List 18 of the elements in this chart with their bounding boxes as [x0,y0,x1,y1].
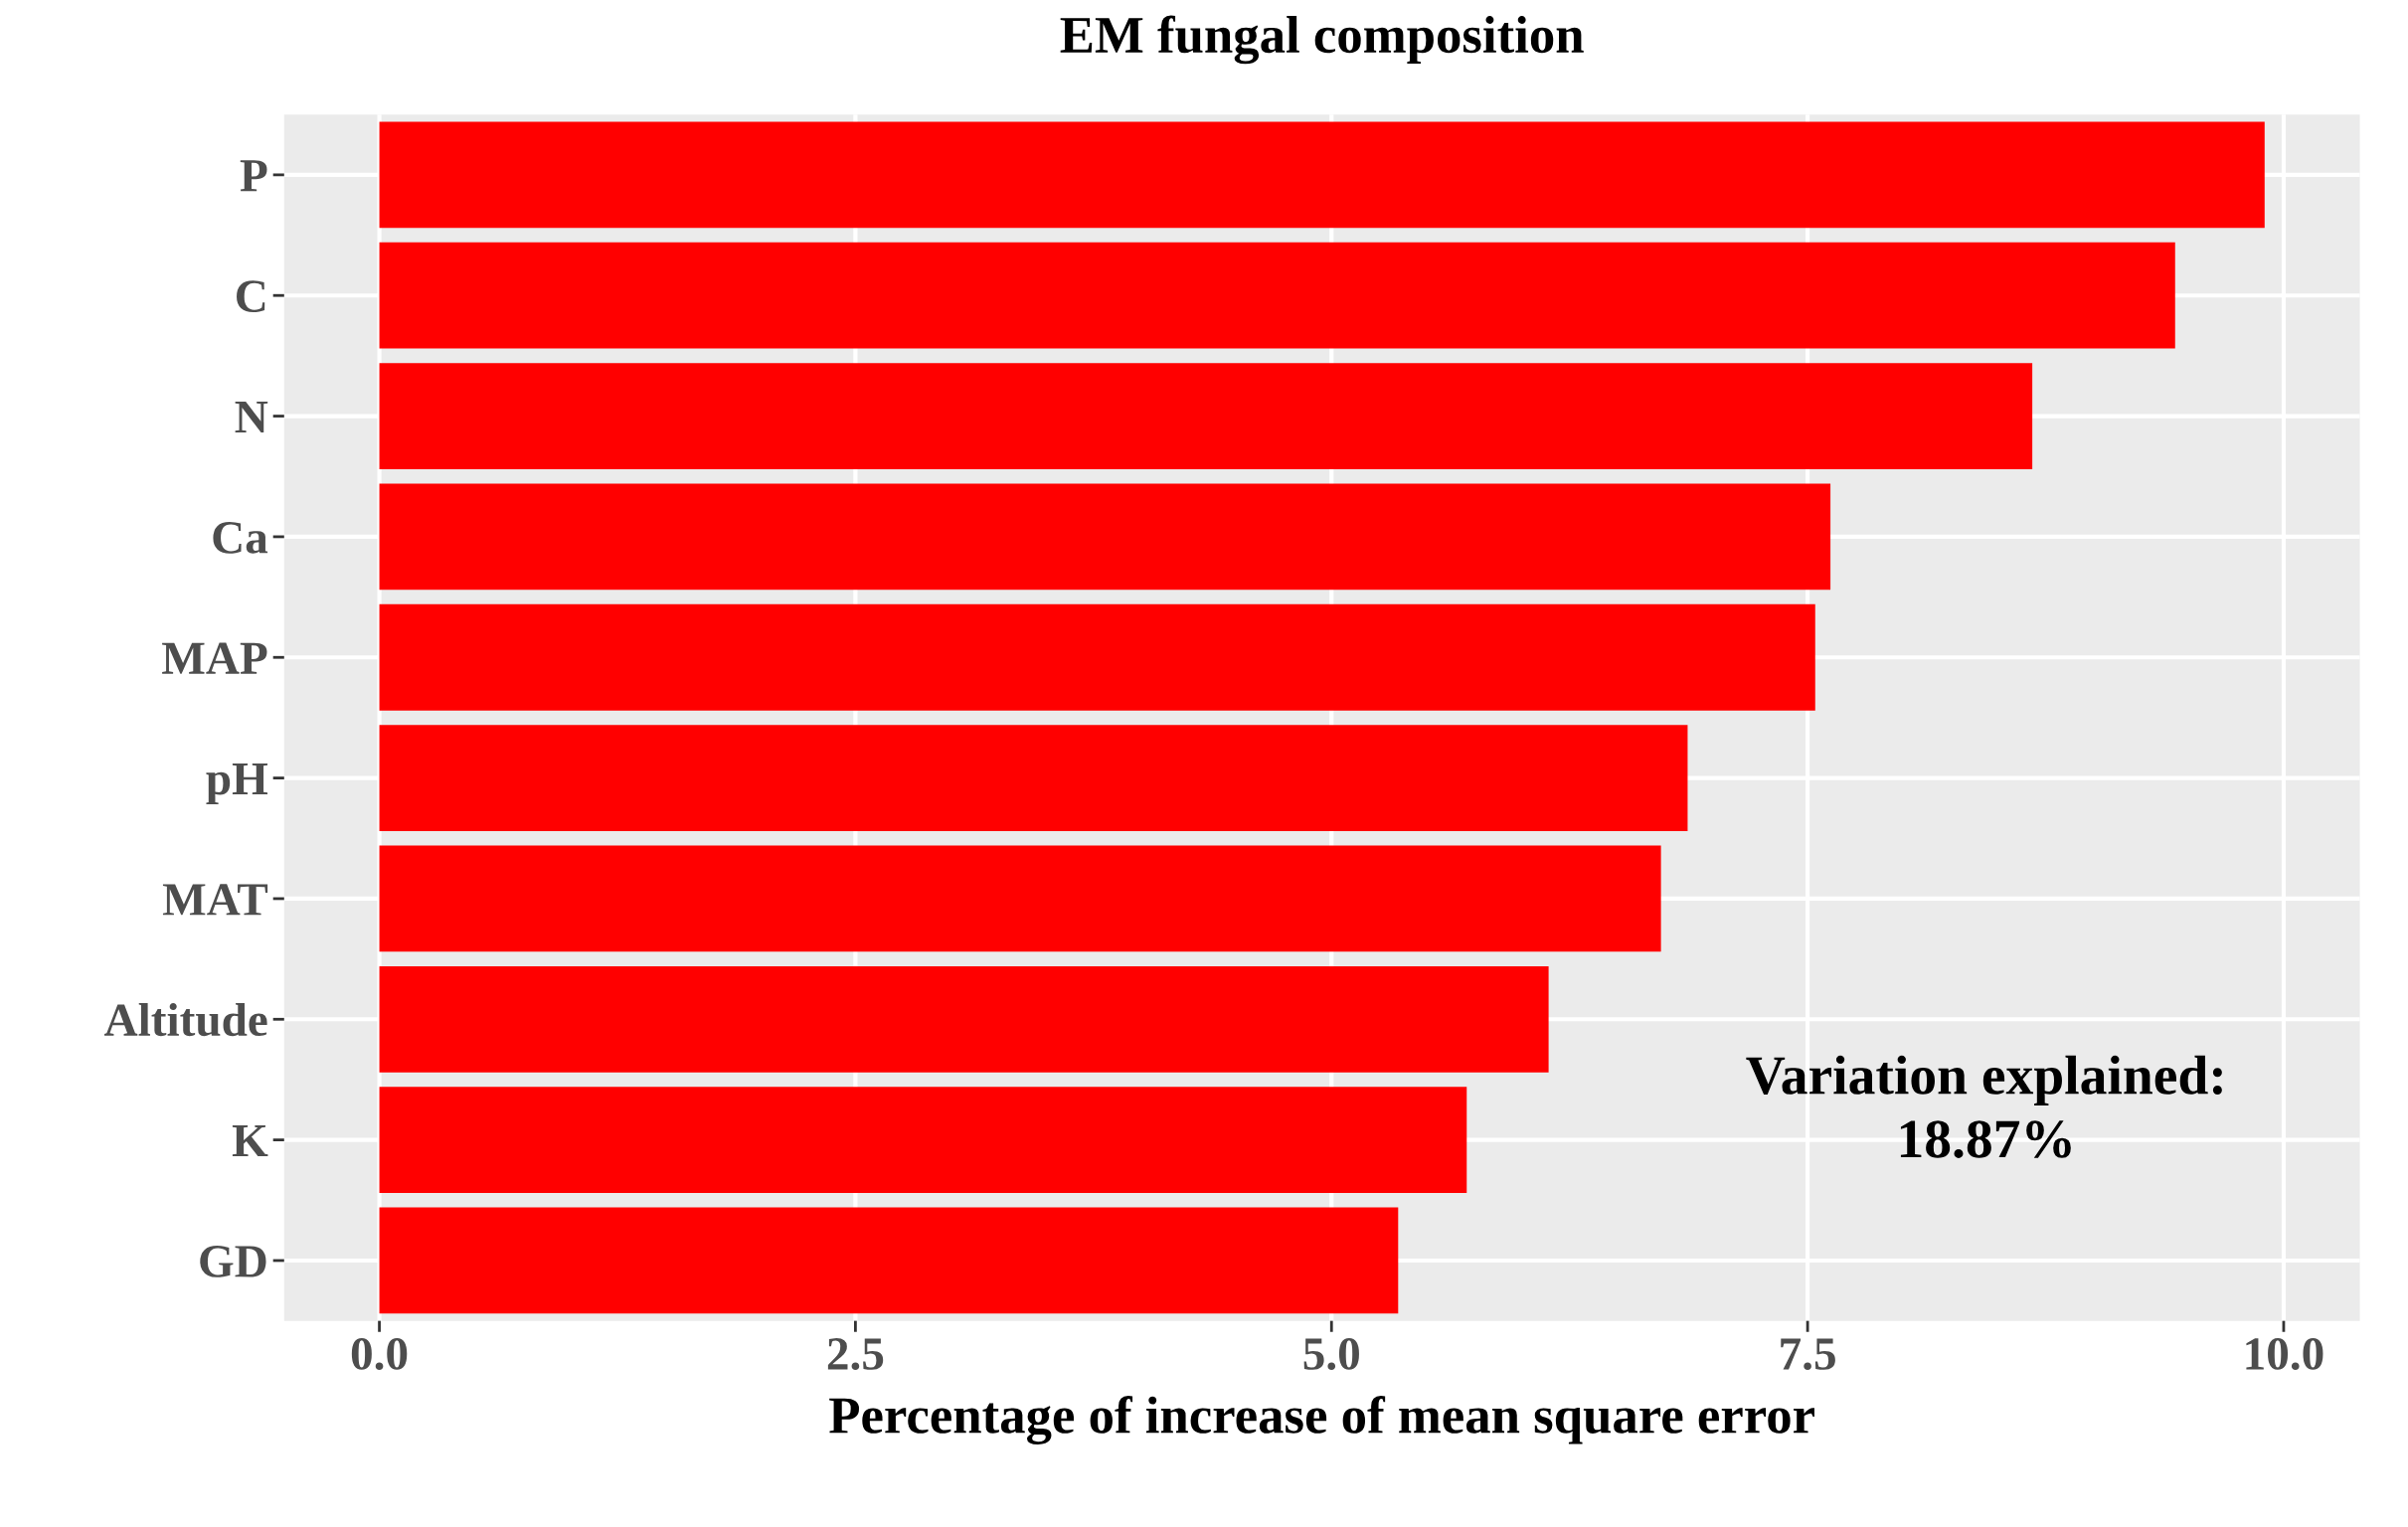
y-tick-label: N [235,402,268,432]
y-tick-label: K [232,1125,268,1157]
x-axis-title: Percentage of increase of mean square error [829,1396,1814,1444]
y-tick-label: MAP [162,642,267,674]
chart-title: EM fungal composition [1060,15,1584,65]
y-tick-label: pH [206,764,268,805]
y-tick-label: GD [200,1246,266,1277]
y-tick-label: MAT [162,884,268,916]
y-tick-label: P [240,160,267,192]
x-tick-label: 5.0 [1303,1337,1359,1371]
y-tick-label: C [237,280,265,313]
y-tick-label: Ca [213,522,268,554]
x-tick-label: 0.0 [351,1337,408,1371]
y-tick-label: Altitude [104,1002,267,1037]
x-tick-label: 10.0 [2246,1337,2323,1371]
x-tick-label: 7.5 [1781,1338,1835,1371]
annotation: Variation explained: 18.87% [1746,1055,2222,1158]
x-tick-label: 2.5 [827,1338,884,1371]
